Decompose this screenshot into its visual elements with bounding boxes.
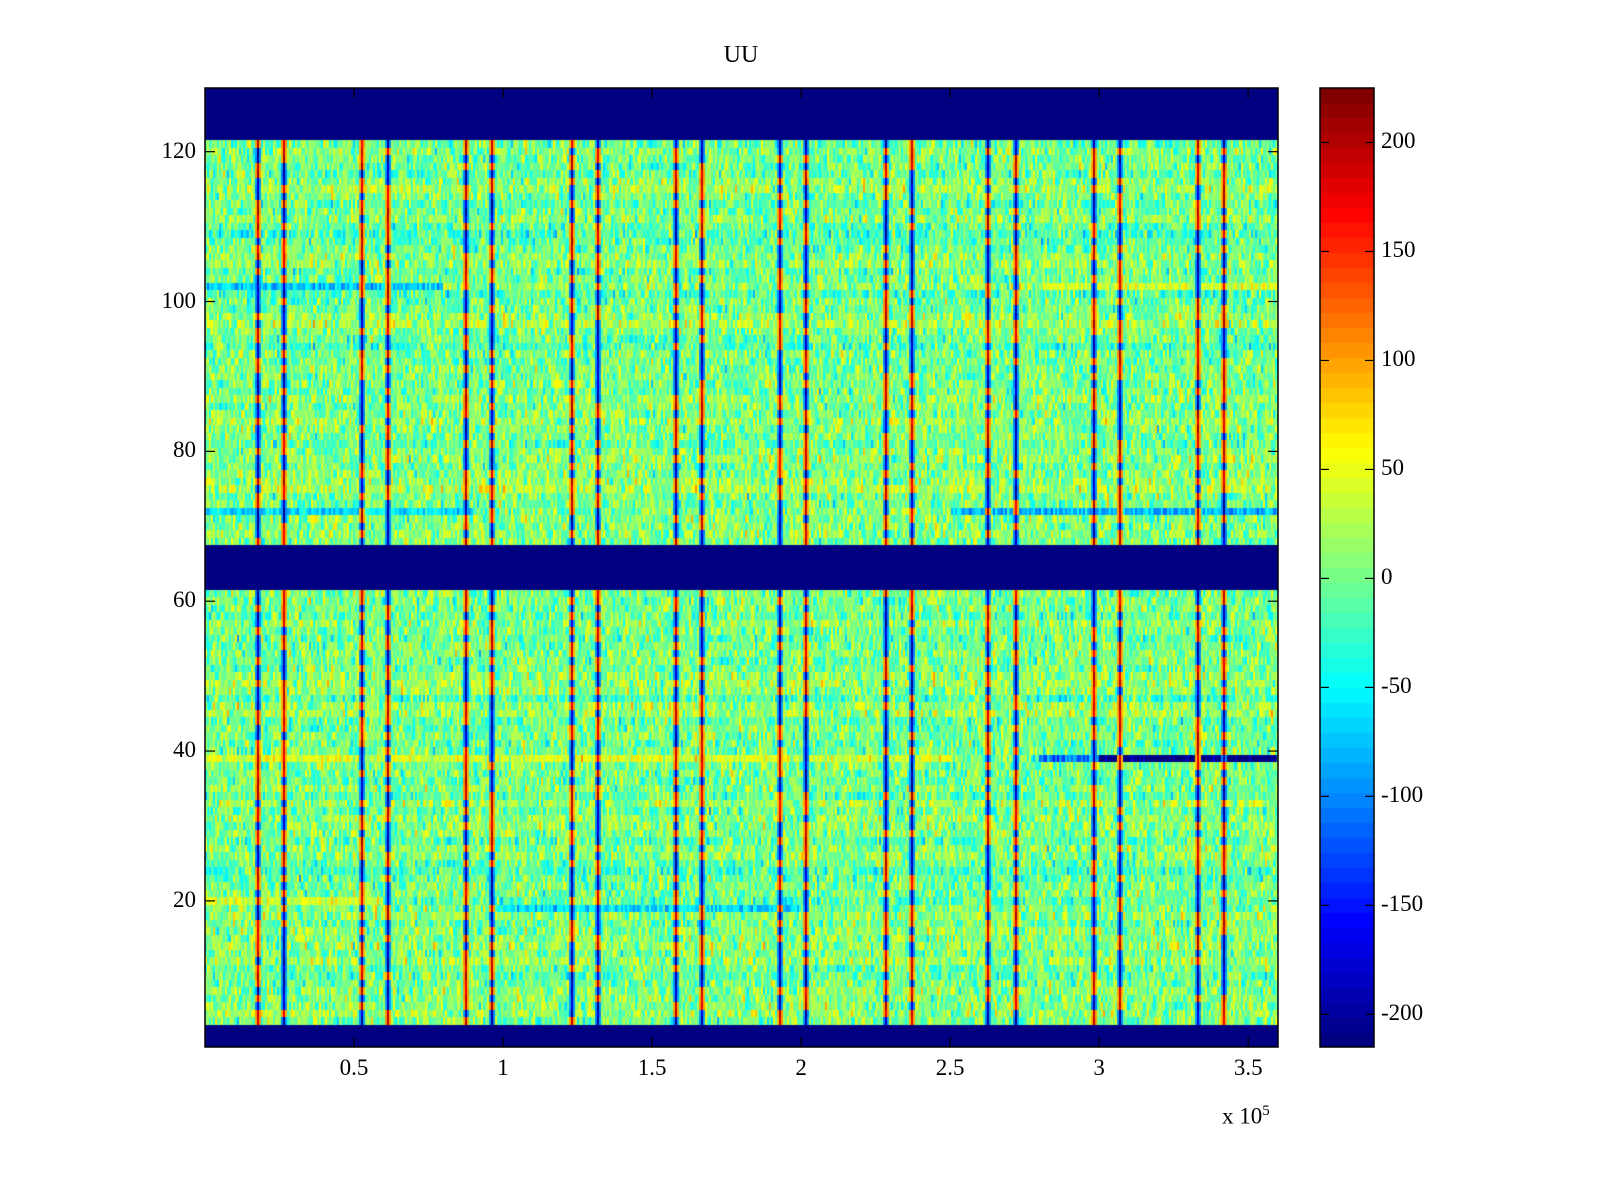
- colorbar-tick-label: 50: [1381, 455, 1404, 481]
- colorbar-gradient: [1320, 88, 1374, 1047]
- y-tick-label: 80: [173, 437, 196, 463]
- y-tick-label: 100: [161, 287, 197, 313]
- y-tick-label: 20: [173, 886, 196, 912]
- x-multiplier-label: x 105: [1222, 1103, 1270, 1130]
- x-multiplier-exponent: 5: [1262, 1103, 1270, 1119]
- x-tick-label: 2.5: [935, 1055, 965, 1080]
- colorbar-tick-label: 0: [1381, 564, 1393, 590]
- colorbar-tick-label: 100: [1381, 346, 1416, 372]
- y-tick-label: 40: [173, 737, 196, 763]
- x-tick-label: 1: [497, 1055, 509, 1080]
- x-tick-label: 2: [795, 1055, 807, 1080]
- colorbar-tick-label: 150: [1381, 237, 1416, 263]
- colorbar-tick-label: -100: [1381, 782, 1424, 808]
- y-tick-label: 120: [161, 137, 197, 163]
- colorbar-tick-label: -150: [1381, 891, 1424, 917]
- colorbar-frame: [1319, 87, 1375, 1048]
- colorbar-tick-label: 200: [1381, 128, 1416, 154]
- plot-frame: [204, 87, 1279, 1048]
- x-tick-label: 3: [1093, 1055, 1105, 1080]
- heatmap-image: [205, 88, 1278, 1047]
- colorbar-tick-label: -200: [1381, 1000, 1424, 1026]
- x-tick-label: 0.5: [339, 1055, 369, 1080]
- y-tick-label: 60: [173, 587, 196, 613]
- colorbar-tick-label: -50: [1381, 673, 1412, 699]
- x-tick-label: 3.5: [1233, 1055, 1263, 1080]
- x-tick-label: 1.5: [637, 1055, 667, 1080]
- x-multiplier-base: x 10: [1222, 1103, 1263, 1129]
- chart-title: UU: [723, 42, 759, 68]
